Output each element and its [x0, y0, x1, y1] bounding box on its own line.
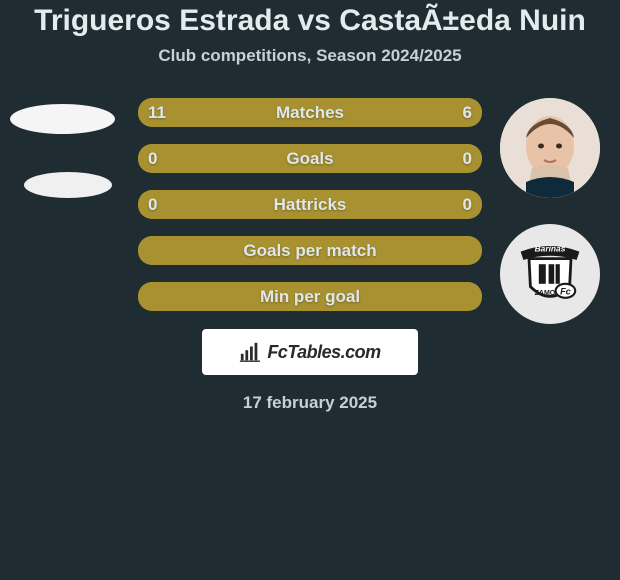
right-club-avatar: Barinas ZAMORA Fc [500, 224, 600, 324]
stat-row: Matches 11 6 [138, 98, 482, 127]
stat-label: Goals [286, 149, 333, 169]
left-player-avatar [10, 104, 115, 134]
stat-row: Goals 0 0 [138, 144, 482, 173]
left-avatars [10, 98, 115, 198]
date-text: 17 february 2025 [0, 393, 620, 413]
stat-fill-right [310, 144, 482, 173]
brand-text: FcTables.com [267, 342, 380, 363]
left-club-avatar [24, 172, 112, 198]
stat-left-value: 0 [148, 195, 157, 215]
stat-right-value: 0 [463, 149, 472, 169]
stat-right-value: 0 [463, 195, 472, 215]
stat-row: Hattricks 0 0 [138, 190, 482, 219]
svg-text:Fc: Fc [560, 286, 571, 296]
stat-left-value: 11 [148, 103, 166, 123]
bar-chart-icon [239, 341, 261, 363]
stats-bars: Matches 11 6 Goals 0 0 Hattricks 0 0 Goals per ma… [138, 98, 482, 311]
player-face-icon [500, 98, 600, 198]
club-badge-icon: Barinas ZAMORA Fc [515, 239, 585, 309]
stat-label: Hattricks [274, 195, 347, 215]
stat-fill-left [138, 144, 310, 173]
stat-row: Min per goal [138, 282, 482, 311]
brand-box: FcTables.com [202, 329, 418, 375]
club-banner-text: Barinas [535, 244, 566, 254]
page-title: Trigueros Estrada vs CastaÃ±eda Nuin [0, 0, 620, 38]
stat-label: Matches [276, 103, 344, 123]
right-avatars: Barinas ZAMORA Fc [500, 98, 600, 324]
subtitle: Club competitions, Season 2024/2025 [0, 46, 620, 66]
comparison-content: Barinas ZAMORA Fc Matches116Goals00Hattr… [0, 98, 620, 413]
stat-right-value: 6 [463, 103, 472, 123]
stat-label: Goals per match [243, 241, 376, 261]
stat-row: Goals per match [138, 236, 482, 265]
stat-label: Min per goal [260, 287, 360, 307]
right-player-avatar [500, 98, 600, 198]
stat-left-value: 0 [148, 149, 157, 169]
